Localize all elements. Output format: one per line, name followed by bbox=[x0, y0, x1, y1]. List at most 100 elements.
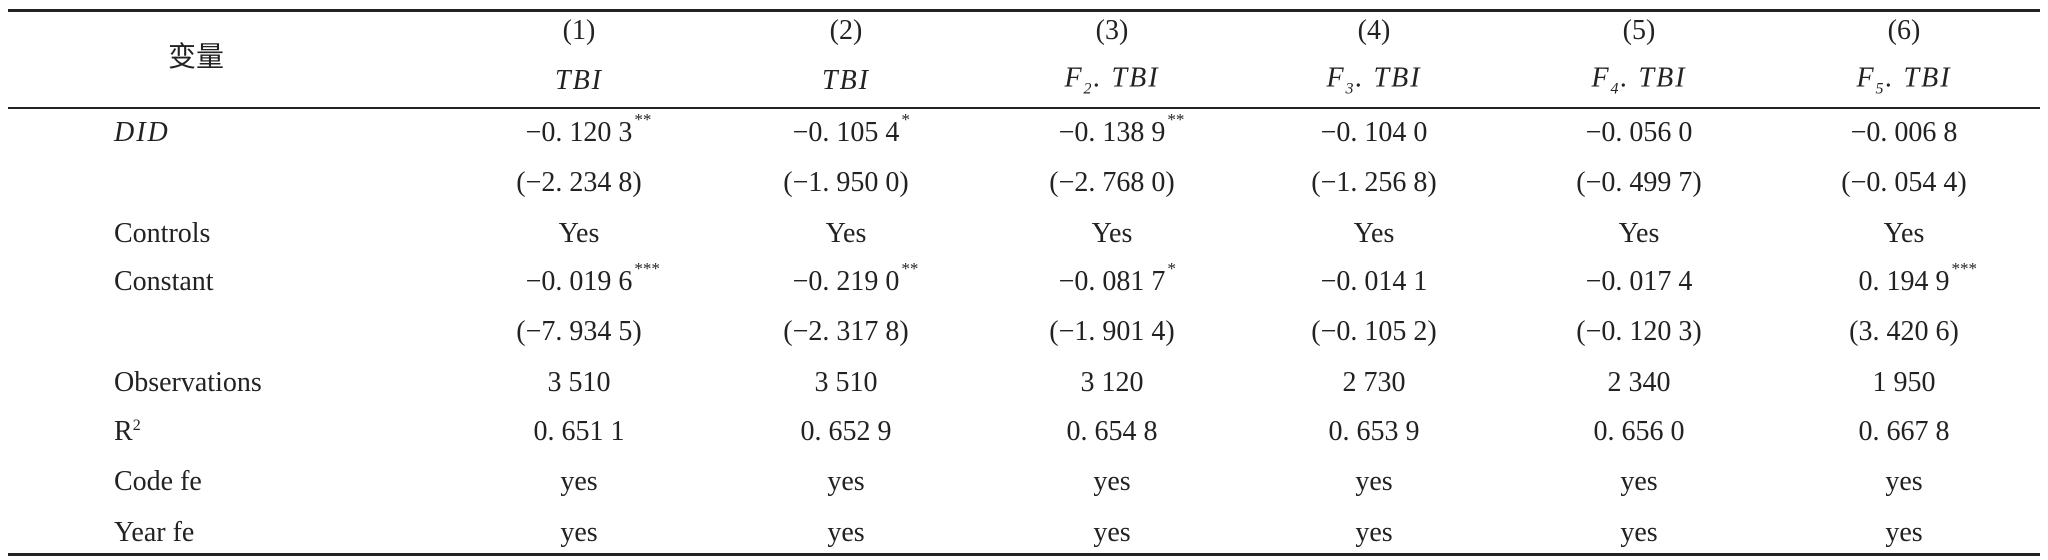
cell: Yes bbox=[559, 220, 600, 248]
cell-value: (−0. 105 2) bbox=[1311, 316, 1437, 347]
cell: 0. 651 1 bbox=[534, 418, 625, 446]
cell: 0. 667 8 bbox=[1859, 418, 1950, 446]
cell-value: −0. 019 6 bbox=[525, 266, 633, 297]
significance-stars: *** bbox=[634, 259, 660, 278]
cell-value: −0. 081 7 bbox=[1058, 266, 1166, 297]
column-number: (4) bbox=[1357, 15, 1391, 46]
cell: −0. 017 4 bbox=[1586, 268, 1693, 296]
cell-value: yes bbox=[1885, 466, 1923, 497]
lead-order: 4 bbox=[1610, 80, 1621, 98]
cell: (−1. 950 0) bbox=[783, 169, 908, 197]
cell: −0. 138 9 ** bbox=[1058, 111, 1185, 148]
label-text: DID bbox=[114, 117, 170, 148]
row-label: Controls bbox=[114, 220, 210, 248]
cell: −0. 014 1 bbox=[1321, 268, 1428, 296]
cell-value: (−0. 499 7) bbox=[1576, 167, 1702, 198]
column-number: (2) bbox=[829, 15, 863, 46]
cell: −0. 081 7 * bbox=[1058, 260, 1176, 297]
label-text: Code fe bbox=[114, 466, 202, 497]
cell-value: Yes bbox=[1618, 218, 1660, 249]
variable-name: . TBI bbox=[1355, 62, 1422, 94]
significance-stars: * bbox=[1167, 259, 1176, 278]
dependent-variable: F2. TBI bbox=[1064, 64, 1159, 98]
label-text: Observations bbox=[114, 367, 262, 398]
cell-value: (−7. 934 5) bbox=[516, 316, 642, 347]
cell: yes bbox=[560, 468, 597, 496]
cell-value: −0. 219 0 bbox=[792, 266, 900, 297]
row-label: Year fe bbox=[114, 519, 194, 547]
cell-value: 3 120 bbox=[1080, 367, 1144, 398]
cell-value: Yes bbox=[558, 218, 600, 249]
cell-value: Yes bbox=[825, 218, 867, 249]
cell: yes bbox=[827, 468, 864, 496]
cell: yes bbox=[1093, 468, 1130, 496]
cell: yes bbox=[1885, 519, 1922, 547]
cell-value: −0. 120 3 bbox=[525, 117, 633, 148]
cell-value: 0. 652 9 bbox=[800, 416, 892, 447]
cell-value: yes bbox=[1885, 517, 1923, 548]
label-superscript: 2 bbox=[132, 416, 141, 434]
cell-value: (−1. 256 8) bbox=[1311, 167, 1437, 198]
cell-value: (−2. 234 8) bbox=[516, 167, 642, 198]
cell: 3 510 bbox=[548, 369, 611, 397]
cell-value: −0. 105 4 bbox=[792, 117, 900, 148]
significance-stars: ** bbox=[901, 259, 919, 278]
cell: 0. 653 9 bbox=[1329, 418, 1420, 446]
label-text: Constant bbox=[114, 266, 214, 297]
cell: yes bbox=[1355, 468, 1392, 496]
cell: yes bbox=[1885, 468, 1922, 496]
cell-value: yes bbox=[1355, 517, 1393, 548]
cell: Yes bbox=[1884, 220, 1925, 248]
cell-value: −0. 014 1 bbox=[1320, 266, 1428, 297]
cell: Yes bbox=[1619, 220, 1660, 248]
cell-value: (−2. 768 0) bbox=[1049, 167, 1175, 198]
cell: (−7. 934 5) bbox=[516, 318, 641, 346]
row-label: Observations bbox=[114, 369, 262, 397]
header-rule bbox=[8, 107, 2040, 109]
column-number: (5) bbox=[1622, 15, 1656, 46]
cell-value: −0. 138 9 bbox=[1058, 117, 1166, 148]
cell-value: Yes bbox=[1883, 218, 1925, 249]
cell: Yes bbox=[826, 220, 867, 248]
cell-value: 2 340 bbox=[1607, 367, 1671, 398]
row-label: R2 bbox=[114, 416, 141, 446]
cell-value: yes bbox=[1620, 466, 1658, 497]
row-label: Constant bbox=[114, 268, 214, 296]
cell-value: 0. 653 9 bbox=[1328, 416, 1420, 447]
cell: −0. 104 0 bbox=[1321, 119, 1428, 147]
dependent-variable: TBI bbox=[822, 67, 870, 95]
cell-value: 0. 667 8 bbox=[1858, 416, 1950, 447]
bottom-rule bbox=[8, 553, 2040, 556]
significance-stars: *** bbox=[1951, 259, 1978, 278]
row-label: Code fe bbox=[114, 468, 202, 496]
cell-value: (3. 420 6) bbox=[1849, 316, 1959, 347]
cell-value: Yes bbox=[1353, 218, 1395, 249]
cell: (−2. 317 8) bbox=[783, 318, 908, 346]
cell-value: yes bbox=[1355, 466, 1393, 497]
dependent-variable: TBI bbox=[555, 67, 603, 95]
cell-value: yes bbox=[560, 466, 598, 497]
cell: yes bbox=[827, 519, 864, 547]
cell: yes bbox=[1620, 519, 1657, 547]
cell: yes bbox=[1093, 519, 1130, 547]
cell: Yes bbox=[1354, 220, 1395, 248]
cell: 0. 652 9 bbox=[801, 418, 892, 446]
column-number: (3) bbox=[1095, 15, 1129, 46]
cell-value: 0. 651 1 bbox=[533, 416, 625, 447]
label-text: Year fe bbox=[114, 517, 195, 548]
row-label: DID bbox=[114, 119, 170, 147]
lead-order: 3 bbox=[1345, 80, 1356, 98]
cell-value: yes bbox=[1093, 517, 1131, 548]
cell-value: Yes bbox=[1091, 218, 1133, 249]
cell: (−2. 234 8) bbox=[516, 169, 641, 197]
cell: −0. 120 3 ** bbox=[525, 111, 652, 148]
cell-value: yes bbox=[1620, 517, 1658, 548]
cell: 0. 654 8 bbox=[1067, 418, 1158, 446]
variable-name: . TBI bbox=[1620, 62, 1687, 94]
cell-value: (−0. 120 3) bbox=[1576, 316, 1702, 347]
cell-value: 3 510 bbox=[814, 367, 878, 398]
cell-value: (−1. 950 0) bbox=[783, 167, 909, 198]
cell: −0. 219 0 ** bbox=[792, 260, 919, 297]
dependent-variable: F5. TBI bbox=[1856, 64, 1951, 98]
